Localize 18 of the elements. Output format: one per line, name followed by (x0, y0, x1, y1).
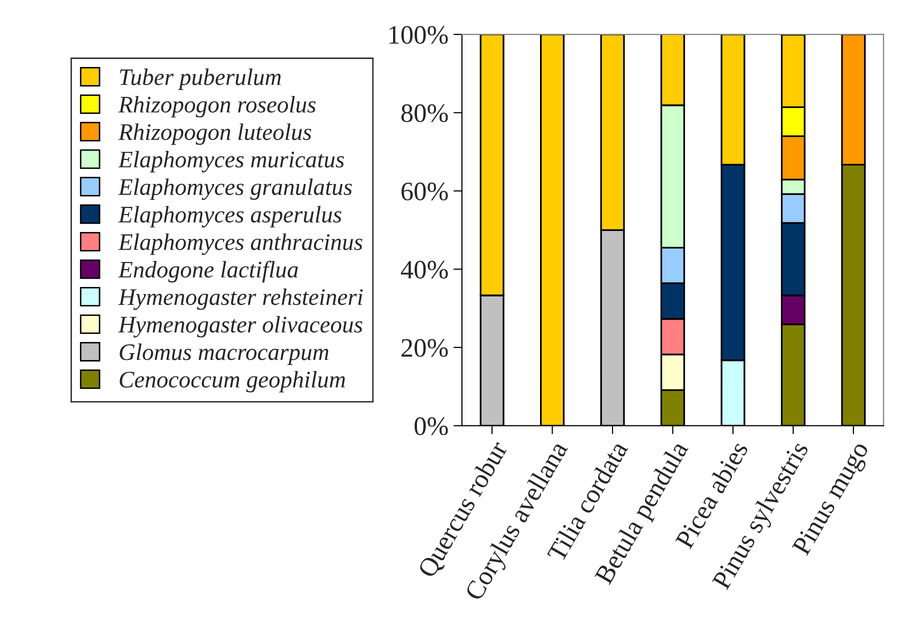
legend-label: Elaphomyces granulatus (118, 178, 352, 200)
y-tick-label: 0% (414, 417, 448, 436)
legend-label: Glomus macrocarpum (120, 344, 328, 365)
y-tick-label: 20% (402, 339, 448, 357)
legend-label: Hymenogaster olivaceous (118, 316, 362, 338)
legend-label: Tuber puberulum (120, 68, 281, 90)
legend-label: Elaphomyces anthracinus (118, 234, 362, 255)
y-tick-label: 60% (402, 182, 448, 200)
legend-label: Rhizopogon luteolus (118, 123, 312, 145)
y-tick-label: 100% (390, 26, 448, 44)
legend-label: Elaphomyces asperulus (118, 206, 342, 228)
y-tick-label: 40% (400, 260, 448, 279)
y-tick-label: 80% (401, 104, 448, 122)
legend-label: Hymenogaster rehsteineri (118, 288, 363, 310)
legend-label: Cenococcum geophilum (120, 371, 345, 392)
legend-label: Endogone lactiflua (118, 260, 298, 282)
legend-label: Rhizopogon roseolus (118, 96, 316, 118)
legend-label: Elaphomyces muricatus (118, 150, 344, 172)
